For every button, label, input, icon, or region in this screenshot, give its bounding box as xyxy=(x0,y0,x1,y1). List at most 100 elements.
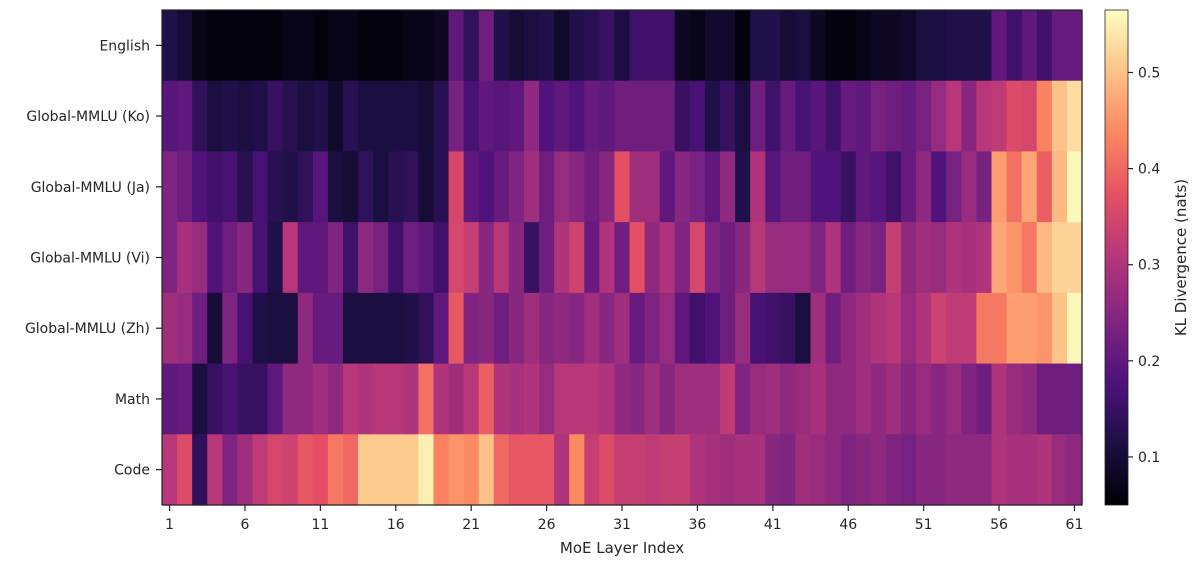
heatmap-cell xyxy=(901,80,917,153)
heatmap-cell xyxy=(659,434,676,506)
heatmap-cell xyxy=(267,10,284,82)
heatmap-cell xyxy=(554,292,570,365)
heatmap-cell xyxy=(991,80,1008,153)
heatmap-cell xyxy=(1006,434,1023,506)
heatmap-cell xyxy=(1006,10,1023,82)
heatmap-cell xyxy=(463,80,480,153)
heatmap-cell xyxy=(1066,292,1083,365)
heatmap-cell xyxy=(463,222,480,294)
heatmap-cell xyxy=(297,434,314,506)
heatmap-cell xyxy=(207,222,223,294)
heatmap-cell xyxy=(855,434,872,506)
heatmap-cell xyxy=(765,292,781,365)
heatmap-cell xyxy=(704,80,721,153)
y-axis: English Global-MMLU (Ko) Global-MMLU (Ja) G… xyxy=(25,38,162,479)
heatmap-cell xyxy=(825,151,842,223)
heatmap-cell xyxy=(704,292,721,365)
colorbar-tick-label: 0.3 xyxy=(1138,258,1160,274)
heatmap-cell xyxy=(1036,10,1053,82)
heatmap-cell xyxy=(946,10,962,82)
heatmap-cell xyxy=(1066,80,1083,153)
x-tick-label: 31 xyxy=(613,517,631,533)
heatmap-cell xyxy=(870,222,887,294)
heatmap-cell xyxy=(388,363,404,435)
heatmap-cell xyxy=(870,10,887,82)
heatmap-cell xyxy=(840,222,857,294)
heatmap-cell xyxy=(961,222,978,294)
heatmap-cell xyxy=(916,10,932,82)
heatmap-cell xyxy=(1021,80,1038,153)
heatmap-cell xyxy=(463,10,480,82)
heatmap-cell xyxy=(810,222,827,294)
y-tick-label: Math xyxy=(115,392,150,408)
heatmap-cell xyxy=(916,151,932,223)
heatmap-cell xyxy=(885,222,902,294)
heatmap-cell xyxy=(825,80,842,153)
heatmap-cell xyxy=(614,10,631,82)
heatmap-cell xyxy=(267,151,284,223)
heatmap-cell xyxy=(916,80,932,153)
heatmap-cell xyxy=(282,151,299,223)
heatmap-cell xyxy=(433,363,450,435)
heatmap-cell xyxy=(554,151,570,223)
heatmap-cell xyxy=(523,10,540,82)
heatmap-cell xyxy=(222,151,239,223)
heatmap-cell xyxy=(855,222,872,294)
heatmap-cell xyxy=(358,10,374,82)
heatmap-cell xyxy=(599,151,616,223)
colorbar-tick-label: 0.5 xyxy=(1138,65,1160,81)
heatmap-cell xyxy=(448,292,465,365)
heatmap-cell xyxy=(901,434,917,506)
heatmap-cell xyxy=(901,363,917,435)
x-tick-label: 61 xyxy=(1066,517,1084,533)
heatmap-cell xyxy=(508,222,525,294)
heatmap-cell xyxy=(493,151,510,223)
heatmap-cell xyxy=(493,80,510,153)
heatmap-cell xyxy=(1021,10,1038,82)
heatmap-cell xyxy=(644,80,661,153)
heatmap-cell xyxy=(750,222,766,294)
heatmap-cells xyxy=(162,10,1083,506)
heatmap-cell xyxy=(177,222,193,294)
heatmap-cell xyxy=(599,363,616,435)
heatmap-cell xyxy=(1036,222,1053,294)
heatmap-cell xyxy=(342,434,359,506)
heatmap-cell xyxy=(885,151,902,223)
heatmap-cell xyxy=(373,151,389,223)
heatmap-cell xyxy=(554,363,570,435)
heatmap-cell xyxy=(795,292,812,365)
heatmap-cell xyxy=(478,222,495,294)
heatmap-cell xyxy=(991,434,1008,506)
heatmap-cell xyxy=(720,80,736,153)
heatmap-cell xyxy=(433,292,450,365)
colorbar-ticks: 0.1 0.2 0.3 0.4 0.5 xyxy=(1128,65,1160,466)
heatmap-cell xyxy=(629,80,646,153)
x-tick-label: 36 xyxy=(688,517,706,533)
heatmap-cell xyxy=(312,10,329,82)
heatmap-cell xyxy=(780,222,797,294)
heatmap-cell xyxy=(312,292,329,365)
heatmap-cell xyxy=(539,222,555,294)
heatmap-cell xyxy=(795,434,812,506)
heatmap-cell xyxy=(554,10,570,82)
heatmap-cell xyxy=(312,222,329,294)
heatmap-cell xyxy=(946,292,962,365)
heatmap-cell xyxy=(192,151,208,223)
heatmap-cell xyxy=(659,363,676,435)
heatmap-cell xyxy=(418,10,435,82)
heatmap-cell xyxy=(373,292,389,365)
heatmap-cell xyxy=(750,80,766,153)
heatmap-cell xyxy=(916,222,932,294)
heatmap-cell xyxy=(750,434,766,506)
y-tick-label: Global-MMLU (Ko) xyxy=(26,109,150,125)
heatmap-cell xyxy=(1051,10,1068,82)
heatmap-cell xyxy=(931,10,947,82)
heatmap-cell xyxy=(493,434,510,506)
heatmap-cell xyxy=(735,80,751,153)
heatmap-cell xyxy=(1021,434,1038,506)
heatmap-cell xyxy=(735,434,751,506)
heatmap-cell xyxy=(629,363,646,435)
heatmap-cell xyxy=(735,151,751,223)
y-tick-label: Code xyxy=(114,463,150,479)
heatmap-cell xyxy=(373,363,389,435)
